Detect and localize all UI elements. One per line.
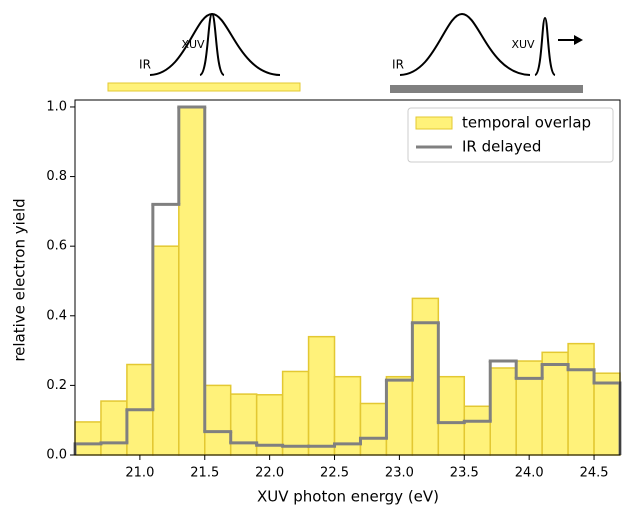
bar <box>74 421 102 456</box>
bar <box>178 106 206 456</box>
y-tick-label: 0.4 <box>46 308 67 323</box>
legend-label: temporal overlap <box>462 114 591 132</box>
x-tick-label: 22.0 <box>255 466 284 481</box>
annotation: IR <box>139 58 151 72</box>
legend-swatch <box>415 116 453 130</box>
delayed-bar <box>390 85 583 93</box>
bar <box>385 375 414 456</box>
bar <box>567 342 595 456</box>
xuv-pulse <box>534 16 556 76</box>
annotation: XUV <box>511 38 535 51</box>
x-tick-label: 24.0 <box>515 466 544 481</box>
plot-frame <box>74 99 621 456</box>
bar <box>100 400 128 456</box>
x-tick-label: 21.5 <box>190 466 219 481</box>
bar <box>229 393 258 456</box>
ir-pulse <box>399 12 531 76</box>
bar <box>152 245 180 456</box>
bar <box>437 375 466 456</box>
x-tick-label: 23.5 <box>450 466 479 481</box>
bar <box>281 370 310 456</box>
legend-label: IR delayed <box>462 138 541 156</box>
bar <box>359 402 388 456</box>
x-axis-label: XUV photon energy (eV) <box>257 488 439 506</box>
y-tick-label: 1.0 <box>46 99 67 114</box>
bar <box>541 351 569 456</box>
y-tick-label: 0.6 <box>46 239 67 254</box>
overlap-bar <box>107 82 301 92</box>
bar <box>307 335 336 456</box>
xuv-pulse <box>199 12 225 76</box>
y-tick-label: 0.2 <box>46 378 67 393</box>
x-tick-label: 21.0 <box>125 466 154 481</box>
legend-box <box>407 107 614 163</box>
x-tick-label: 23.0 <box>385 466 414 481</box>
bar <box>489 367 517 456</box>
bar <box>204 384 232 456</box>
annotation: IR <box>392 58 404 72</box>
annotation: XUV <box>181 38 205 51</box>
y-tick-label: 0.8 <box>46 169 67 184</box>
x-tick-label: 24.5 <box>580 466 609 481</box>
bar <box>593 372 621 456</box>
arrow-head <box>574 35 583 45</box>
x-tick-label: 22.5 <box>320 466 349 481</box>
bar <box>515 360 543 456</box>
y-axis-label: relative electron yield <box>11 198 29 361</box>
bar <box>463 405 491 456</box>
pulse-diagram <box>149 12 583 76</box>
y-tick-label: 0.0 <box>46 448 67 463</box>
